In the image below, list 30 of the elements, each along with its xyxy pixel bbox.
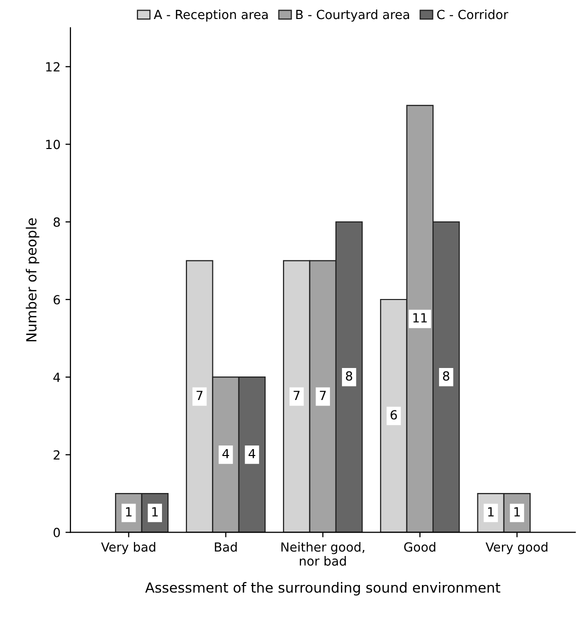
x-tick-label: Good: [404, 542, 436, 552]
data-label: 6: [390, 410, 397, 420]
y-tick-label: 8: [54, 217, 60, 227]
data-label: 7: [294, 390, 300, 400]
x-tick-label: Bad: [214, 542, 237, 552]
data-label: 7: [320, 390, 326, 400]
legend-label: A - Reception area: [154, 10, 268, 22]
x-tick-label: Very bad: [101, 542, 156, 554]
legend-label: C - Corridor: [437, 10, 508, 20]
y-tick-label: 4: [53, 372, 60, 382]
data-label: 4: [222, 449, 230, 458]
data-label: 8: [346, 371, 352, 381]
y-axis-title: Number of people: [26, 218, 40, 342]
data-label: 1: [488, 507, 494, 516]
y-tick-label: 6: [54, 294, 60, 304]
x-tick-label: Very good: [486, 542, 548, 554]
y-tick-label: 0: [54, 528, 60, 538]
data-label: 7: [196, 390, 202, 400]
y-tick-label: 10: [46, 140, 60, 150]
x-axis-title: Assessment of the surrounding sound environment: [145, 582, 500, 596]
data-label: 11: [413, 313, 427, 322]
y-tick-label: 12: [46, 62, 60, 72]
data-label: 1: [514, 507, 520, 516]
legend-label: B - Courtyard area: [296, 10, 410, 22]
data-label: 8: [443, 371, 450, 381]
data-label: 1: [126, 507, 132, 516]
data-label: 1: [152, 507, 158, 516]
data-label: 4: [248, 449, 256, 458]
x-tick-label: Neither good, nor bad: [281, 542, 364, 566]
y-tick-label: 2: [54, 450, 60, 460]
